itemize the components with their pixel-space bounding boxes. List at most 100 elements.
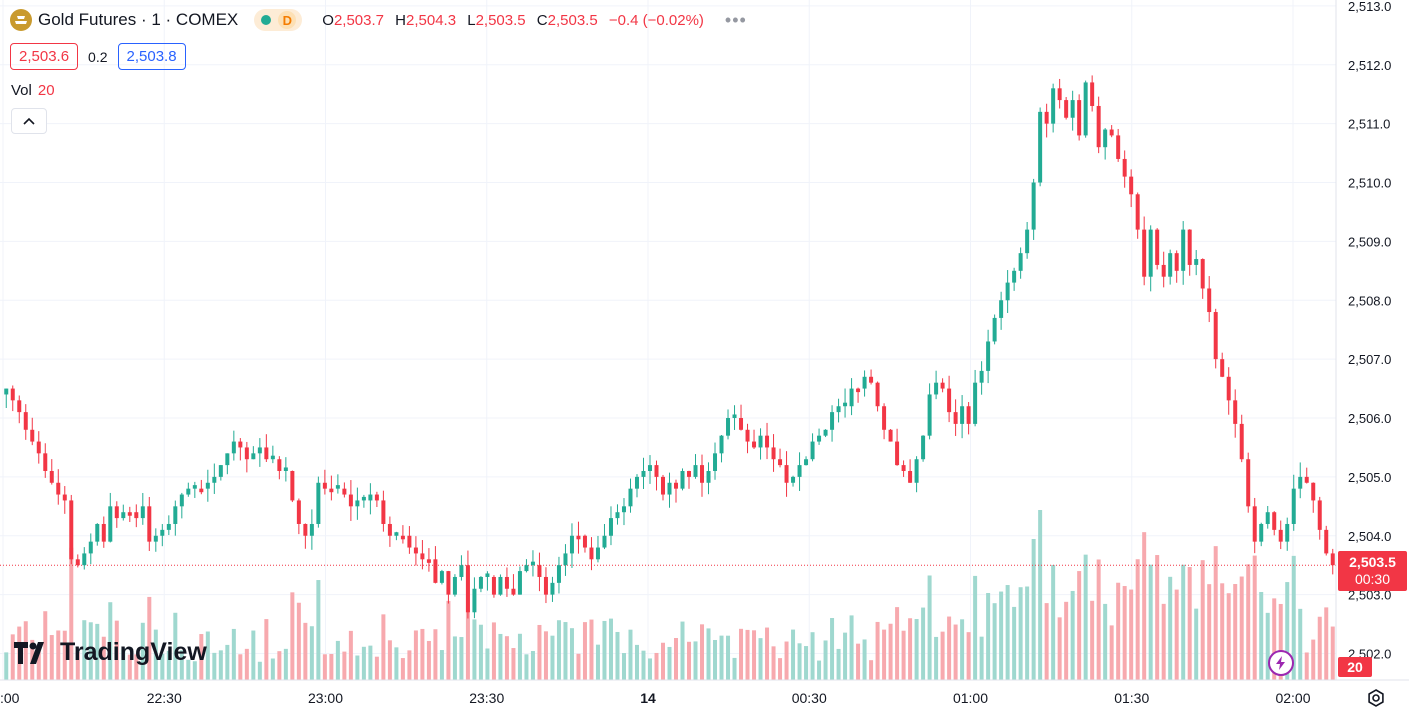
candle — [680, 468, 685, 491]
candle — [1122, 150, 1127, 188]
candle — [1129, 169, 1134, 208]
candle — [1181, 221, 1186, 285]
volume-bar — [218, 650, 223, 680]
volume-bar — [10, 634, 15, 680]
volume-bar — [745, 629, 750, 680]
candle — [387, 516, 392, 547]
candle — [1278, 520, 1283, 550]
candle — [745, 423, 750, 454]
volume-bar — [1051, 564, 1056, 680]
volume-bar — [804, 646, 809, 680]
volume-bar — [700, 624, 705, 680]
symbol-title[interactable]: Gold Futures · 1 · COMEX — [38, 10, 239, 29]
volume-bar — [1304, 652, 1309, 680]
volume-bar — [348, 630, 353, 680]
volume-bar — [660, 642, 665, 680]
volume-bar — [830, 618, 835, 680]
candle — [368, 483, 373, 515]
candle — [179, 492, 184, 519]
volume-bar — [342, 651, 347, 680]
volume-bar — [1194, 608, 1199, 680]
bar-countdown: 00:30 — [1354, 571, 1391, 587]
volume-bar — [114, 620, 119, 680]
candle — [257, 438, 262, 467]
candle — [244, 441, 249, 473]
volume-bar — [849, 615, 854, 680]
price-tick-label: 2,510.0 — [1348, 176, 1391, 191]
quote-row: 2,503.6 0.2 2,503.8 — [10, 43, 186, 70]
candle — [199, 479, 204, 495]
candle — [62, 486, 67, 514]
volume-legend[interactable]: Vol 20 — [11, 82, 55, 99]
volume-bar — [1317, 616, 1322, 680]
settings-button[interactable] — [1366, 688, 1386, 713]
volume-bar — [433, 629, 438, 680]
candle — [1285, 517, 1290, 551]
volume-bar — [127, 654, 132, 680]
candle — [472, 577, 477, 619]
market-open-dot-icon — [261, 15, 272, 25]
spread-value: 0.2 — [88, 48, 108, 65]
candle — [895, 428, 900, 466]
volume-bar — [927, 575, 932, 680]
candle — [212, 463, 217, 494]
low-value: 2,503.5 — [475, 11, 526, 29]
price-tick-label: 2,513.0 — [1348, 0, 1391, 14]
candle — [160, 524, 165, 547]
candle — [1298, 462, 1303, 499]
collapse-legend-button[interactable] — [11, 108, 47, 134]
volume-bar — [1246, 564, 1251, 680]
time-axis[interactable]: :00 22:30 23:00 23:30 14 00:30 01:00 01:30 02:00 — [0, 679, 1409, 706]
volume-bars — [4, 510, 1335, 680]
volume-bar — [1213, 546, 1218, 680]
price-tick-label: 2,505.0 — [1348, 470, 1391, 485]
candle — [1317, 496, 1322, 540]
candle — [647, 455, 652, 484]
candle — [830, 405, 835, 442]
volume-bar — [1129, 589, 1134, 680]
volume-bar — [869, 660, 874, 680]
volume-bar — [88, 622, 93, 680]
volume-bar — [667, 646, 672, 680]
volume-axis-tag: 20 — [1338, 657, 1372, 677]
price-tick-label: 2,503.0 — [1348, 588, 1391, 603]
volume-bar — [1090, 600, 1095, 680]
candle — [1239, 414, 1244, 463]
volume-bar — [901, 630, 906, 680]
price-tick-label: 2,508.0 — [1348, 293, 1391, 308]
volume-bar — [1330, 626, 1335, 680]
volume-bar — [875, 621, 880, 680]
volume-bar — [608, 618, 613, 680]
price-tick-label: 2,506.0 — [1348, 411, 1391, 426]
candle — [1135, 192, 1140, 239]
volume-bar — [270, 658, 275, 680]
sell-price-button[interactable]: 2,503.6 — [10, 43, 79, 70]
candle — [446, 570, 451, 604]
candle — [192, 481, 197, 498]
lightning-bolt-button[interactable] — [1268, 650, 1294, 676]
volume-bar — [485, 648, 490, 680]
buy-price-button[interactable]: 2,503.8 — [117, 43, 186, 70]
volume-bar — [212, 652, 217, 680]
candle — [908, 459, 913, 483]
price-axis[interactable]: 2,502.02,503.02,504.02,505.02,506.02,507… — [1335, 0, 1391, 680]
candle — [706, 462, 711, 495]
lightning-bolt-icon — [1276, 656, 1285, 670]
market-status-badge[interactable]: D — [254, 9, 303, 31]
candle — [1109, 125, 1114, 138]
candle — [49, 459, 54, 485]
candle — [511, 574, 516, 596]
symbol-legend: Gold Futures · 1 · COMEX D O2,503.7 H2,5… — [10, 9, 747, 31]
gold-logo-icon[interactable] — [10, 9, 32, 31]
candle — [205, 469, 210, 502]
volume-bar — [836, 648, 841, 680]
candle — [979, 361, 984, 395]
candle — [1090, 75, 1095, 112]
volume-bar — [823, 640, 828, 680]
volume-bar — [1278, 603, 1283, 680]
candle — [231, 430, 236, 461]
more-options-icon[interactable]: ••• — [724, 10, 747, 30]
volume-bar — [504, 636, 509, 680]
candle — [56, 469, 61, 505]
